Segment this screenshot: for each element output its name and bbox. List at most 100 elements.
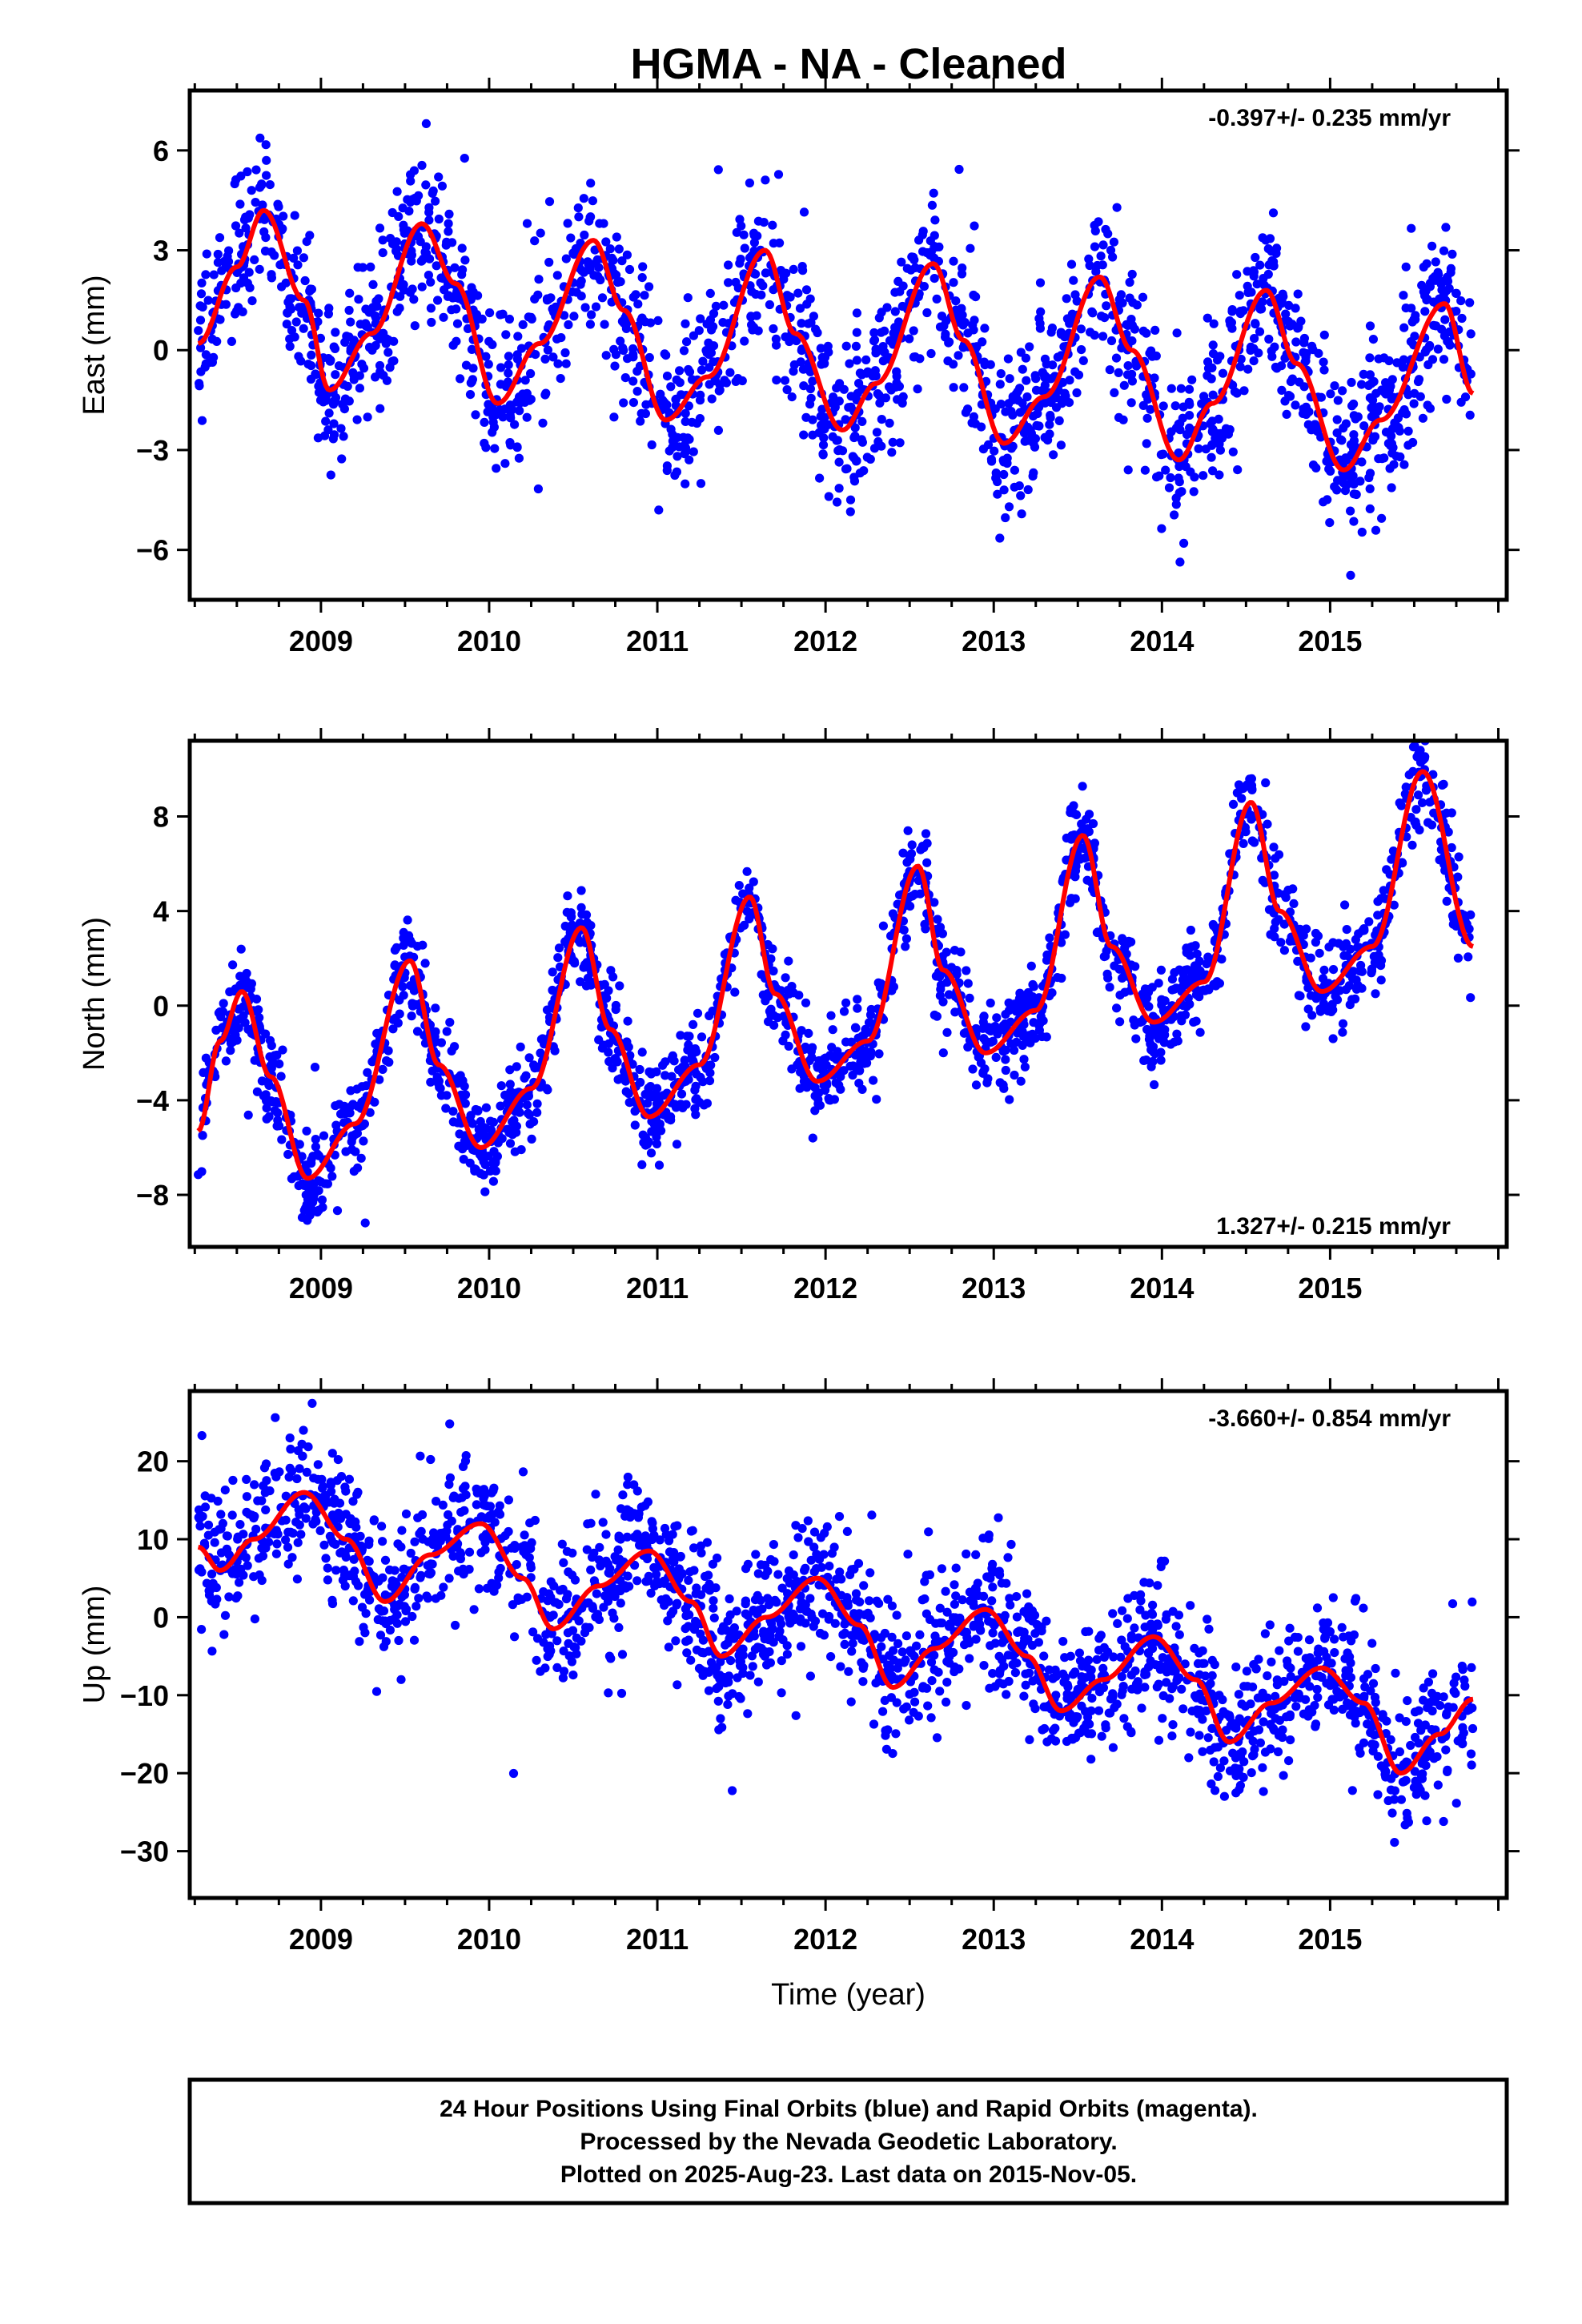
data-point bbox=[345, 288, 355, 298]
data-point bbox=[1387, 431, 1396, 441]
data-point bbox=[262, 1096, 271, 1106]
data-point bbox=[1184, 384, 1195, 394]
data-point bbox=[239, 979, 248, 988]
data-point bbox=[198, 302, 207, 312]
data-point bbox=[630, 1120, 640, 1130]
data-point bbox=[1299, 348, 1308, 357]
data-point bbox=[1194, 444, 1203, 453]
data-point bbox=[888, 909, 897, 919]
data-point bbox=[930, 231, 939, 240]
data-point bbox=[1404, 770, 1414, 780]
data-point bbox=[690, 1044, 701, 1054]
data-point bbox=[367, 345, 377, 355]
data-point bbox=[1248, 1736, 1258, 1746]
data-point bbox=[1092, 1655, 1102, 1664]
data-point bbox=[798, 266, 808, 275]
data-point bbox=[636, 408, 646, 418]
data-point bbox=[1154, 979, 1163, 988]
data-point bbox=[1307, 425, 1316, 435]
data-point bbox=[441, 1104, 451, 1113]
data-point bbox=[1263, 819, 1272, 829]
data-point bbox=[504, 360, 513, 370]
data-point bbox=[805, 1056, 814, 1066]
data-point bbox=[436, 1091, 447, 1100]
fit-line bbox=[197, 207, 1475, 472]
data-point bbox=[999, 469, 1009, 480]
data-point bbox=[1294, 991, 1303, 1000]
data-point bbox=[367, 1057, 377, 1067]
data-point bbox=[697, 1548, 706, 1558]
data-point bbox=[1342, 925, 1351, 935]
data-point bbox=[235, 228, 244, 238]
data-point bbox=[888, 437, 897, 447]
data-point bbox=[747, 320, 757, 330]
data-point bbox=[1401, 262, 1411, 271]
data-point bbox=[392, 307, 402, 316]
data-point bbox=[850, 423, 860, 432]
data-point bbox=[293, 1538, 303, 1547]
data-point bbox=[1274, 850, 1284, 859]
data-point bbox=[1284, 1636, 1294, 1646]
chart-title: HGMA - NA - Cleaned bbox=[630, 40, 1066, 88]
data-point bbox=[747, 287, 757, 296]
data-point bbox=[1337, 436, 1347, 445]
data-point bbox=[1045, 933, 1054, 943]
data-point bbox=[235, 971, 245, 981]
data-point bbox=[954, 351, 963, 360]
data-point bbox=[563, 891, 572, 901]
data-point bbox=[1379, 886, 1388, 895]
data-point bbox=[391, 246, 401, 256]
data-point bbox=[426, 277, 436, 287]
data-point bbox=[872, 1095, 881, 1104]
data-point bbox=[1427, 820, 1437, 830]
data-point bbox=[260, 246, 271, 256]
data-point bbox=[286, 1444, 295, 1454]
data-point bbox=[1330, 381, 1339, 391]
data-point bbox=[819, 1080, 829, 1090]
data-point bbox=[855, 468, 865, 478]
data-point bbox=[1247, 836, 1257, 846]
data-point bbox=[792, 336, 801, 346]
data-point bbox=[569, 312, 579, 321]
data-point bbox=[892, 1610, 901, 1620]
data-point bbox=[821, 1060, 831, 1070]
data-point bbox=[1344, 981, 1354, 991]
data-point bbox=[1251, 252, 1260, 263]
data-point bbox=[859, 1661, 869, 1671]
data-point bbox=[1441, 223, 1451, 232]
data-point bbox=[623, 1016, 632, 1026]
data-point bbox=[1085, 260, 1094, 271]
data-point bbox=[271, 1097, 281, 1107]
data-point bbox=[740, 243, 749, 253]
data-point bbox=[1023, 485, 1033, 495]
data-point bbox=[1465, 410, 1475, 420]
data-point bbox=[377, 1522, 387, 1531]
data-point bbox=[971, 1634, 981, 1644]
data-point bbox=[706, 1060, 716, 1070]
data-point bbox=[1066, 808, 1075, 818]
data-point bbox=[971, 1080, 982, 1090]
data-point bbox=[679, 346, 689, 356]
data-point bbox=[378, 248, 387, 258]
data-point bbox=[1203, 313, 1212, 323]
data-point bbox=[465, 1114, 475, 1124]
data-point bbox=[510, 420, 520, 429]
data-point bbox=[1373, 1790, 1383, 1799]
data-point bbox=[481, 1103, 492, 1112]
data-point bbox=[324, 408, 334, 418]
data-point bbox=[897, 1647, 907, 1657]
data-point bbox=[869, 1076, 878, 1085]
data-point bbox=[765, 300, 775, 310]
data-point bbox=[467, 376, 477, 387]
data-point bbox=[681, 443, 691, 453]
data-point bbox=[522, 1100, 532, 1110]
data-point bbox=[385, 234, 396, 243]
data-point bbox=[1291, 337, 1301, 347]
data-point bbox=[448, 238, 457, 247]
data-point bbox=[1243, 364, 1253, 374]
data-point bbox=[1410, 388, 1419, 398]
data-point bbox=[1138, 292, 1148, 302]
data-point bbox=[749, 877, 758, 887]
data-point bbox=[1065, 376, 1074, 385]
data-point bbox=[1419, 754, 1429, 763]
